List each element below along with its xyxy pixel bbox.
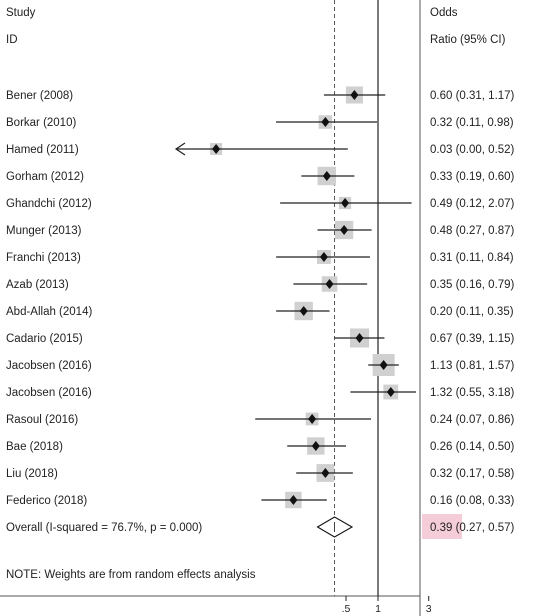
study-row: Franchi (2013) 0.31 (0.11, 0.84)	[6, 250, 514, 264]
point-estimate-marker	[212, 144, 221, 154]
point-estimate-marker	[322, 171, 331, 181]
study-or-ci: 0.32 (0.11, 0.98)	[430, 117, 514, 129]
study-or-ci: 0.24 (0.07, 0.86)	[430, 414, 515, 426]
study-or-ci: 1.32 (0.55, 3.18)	[430, 387, 515, 399]
study-or-ci: 0.60 (0.31, 1.17)	[430, 90, 515, 102]
study-row: Azab (2013) 0.35 (0.16, 0.79)	[6, 276, 515, 292]
study-or-ci: 0.26 (0.14, 0.50)	[430, 441, 515, 453]
study-row: Borkar (2010) 0.32 (0.11, 0.98)	[6, 115, 514, 129]
ci-left-arrow	[174, 142, 186, 156]
odds-header: Odds	[430, 7, 458, 19]
study-row: Jacobsen (2016) 1.13 (0.81, 1.57)	[6, 354, 515, 376]
point-estimate-marker	[386, 387, 395, 397]
study-row: Rasoul (2016) 0.24 (0.07, 0.86)	[6, 412, 515, 426]
point-estimate-marker	[289, 495, 298, 505]
study-row: Abd-Allah (2014) 0.20 (0.11, 0.35)	[6, 301, 514, 321]
study-label: Bener (2008)	[6, 90, 73, 102]
point-estimate-marker	[355, 333, 364, 343]
study-label: Munger (2013)	[6, 225, 82, 237]
point-estimate-marker	[299, 306, 308, 316]
weights-note: NOTE: Weights are from random effects an…	[6, 569, 256, 581]
study-label: Azab (2013)	[6, 279, 69, 291]
study-row: Federico (2018) 0.16 (0.08, 0.33)	[6, 491, 515, 509]
x-axis: .5 1 3	[342, 596, 432, 615]
x-tick-label: 1	[375, 603, 381, 615]
study-or-ci: 0.16 (0.08, 0.33)	[430, 495, 515, 507]
study-or-ci: 0.67 (0.39, 1.15)	[430, 333, 515, 345]
study-row: Cadario (2015) 0.67 (0.39, 1.15)	[6, 328, 515, 348]
study-label: Jacobsen (2016)	[6, 387, 92, 399]
overall-label: Overall (I-squared = 76.7%, p = 0.000)	[6, 522, 202, 534]
point-estimate-marker	[340, 225, 349, 235]
x-tick-label: 3	[426, 603, 432, 615]
study-label: Rasoul (2016)	[6, 414, 78, 426]
study-row: Munger (2013) 0.48 (0.27, 0.87)	[6, 220, 515, 240]
study-or-ci: 0.32 (0.17, 0.58)	[430, 468, 515, 480]
study-row: Ghandchi (2012) 0.49 (0.12, 2.07)	[6, 196, 515, 210]
study-or-ci: 1.13 (0.81, 1.57)	[430, 360, 515, 372]
id-header: ID	[6, 34, 18, 46]
ratio-ci-header: Ratio (95% CI)	[430, 34, 506, 46]
study-rows: Bener (2008) 0.60 (0.31, 1.17) Borkar (201…	[6, 86, 515, 509]
point-estimate-marker	[325, 279, 334, 289]
study-row: Gorham (2012) 0.33 (0.19, 0.60)	[6, 166, 515, 186]
study-label: Hamed (2011)	[6, 144, 79, 156]
study-label: Liu (2018)	[6, 468, 58, 480]
point-estimate-marker	[379, 360, 388, 370]
study-label: Cadario (2015)	[6, 333, 83, 345]
overall-row: Overall (I-squared = 76.7%, p = 0.000) 0.…	[6, 514, 515, 539]
point-estimate-marker	[321, 468, 330, 478]
study-or-ci: 0.33 (0.19, 0.60)	[430, 171, 515, 183]
study-label: Bae (2018)	[6, 441, 63, 453]
study-row: Liu (2018) 0.32 (0.17, 0.58)	[6, 464, 515, 482]
study-row: Bener (2008) 0.60 (0.31, 1.17)	[6, 86, 515, 104]
study-label: Jacobsen (2016)	[6, 360, 92, 372]
study-label: Borkar (2010)	[6, 117, 76, 129]
overall-or-ci: 0.39 (0.27, 0.57)	[430, 522, 515, 534]
plot-frame	[0, 0, 421, 616]
point-estimate-marker	[319, 252, 328, 262]
point-estimate-marker	[311, 441, 320, 451]
point-estimate-marker	[308, 414, 317, 424]
x-tick-label: .5	[342, 603, 351, 615]
study-label: Abd-Allah (2014)	[6, 306, 92, 318]
study-or-ci: 0.35 (0.16, 0.79)	[430, 279, 515, 291]
study-or-ci: 0.03 (0.00, 0.52)	[430, 144, 515, 156]
point-estimate-marker	[350, 90, 359, 100]
study-row: Bae (2018) 0.26 (0.14, 0.50)	[6, 437, 515, 455]
study-label: Ghandchi (2012)	[6, 198, 92, 210]
overall-highlight	[422, 514, 462, 539]
column-headers: Study ID Odds Ratio (95% CI)	[6, 7, 506, 46]
study-or-ci: 0.20 (0.11, 0.35)	[430, 306, 514, 318]
study-row: Jacobsen (2016) 1.32 (0.55, 3.18)	[6, 384, 515, 400]
study-header: Study	[6, 7, 36, 19]
study-or-ci: 0.48 (0.27, 0.87)	[430, 225, 515, 237]
point-estimate-marker	[341, 198, 350, 208]
study-label: Federico (2018)	[6, 495, 87, 507]
study-or-ci: 0.31 (0.11, 0.84)	[430, 252, 514, 264]
study-or-ci: 0.49 (0.12, 2.07)	[430, 198, 515, 210]
study-row: Hamed (2011) 0.03 (0.00, 0.52)	[6, 142, 515, 156]
study-label: Franchi (2013)	[6, 252, 81, 264]
point-estimate-marker	[321, 117, 330, 127]
study-label: Gorham (2012)	[6, 171, 84, 183]
